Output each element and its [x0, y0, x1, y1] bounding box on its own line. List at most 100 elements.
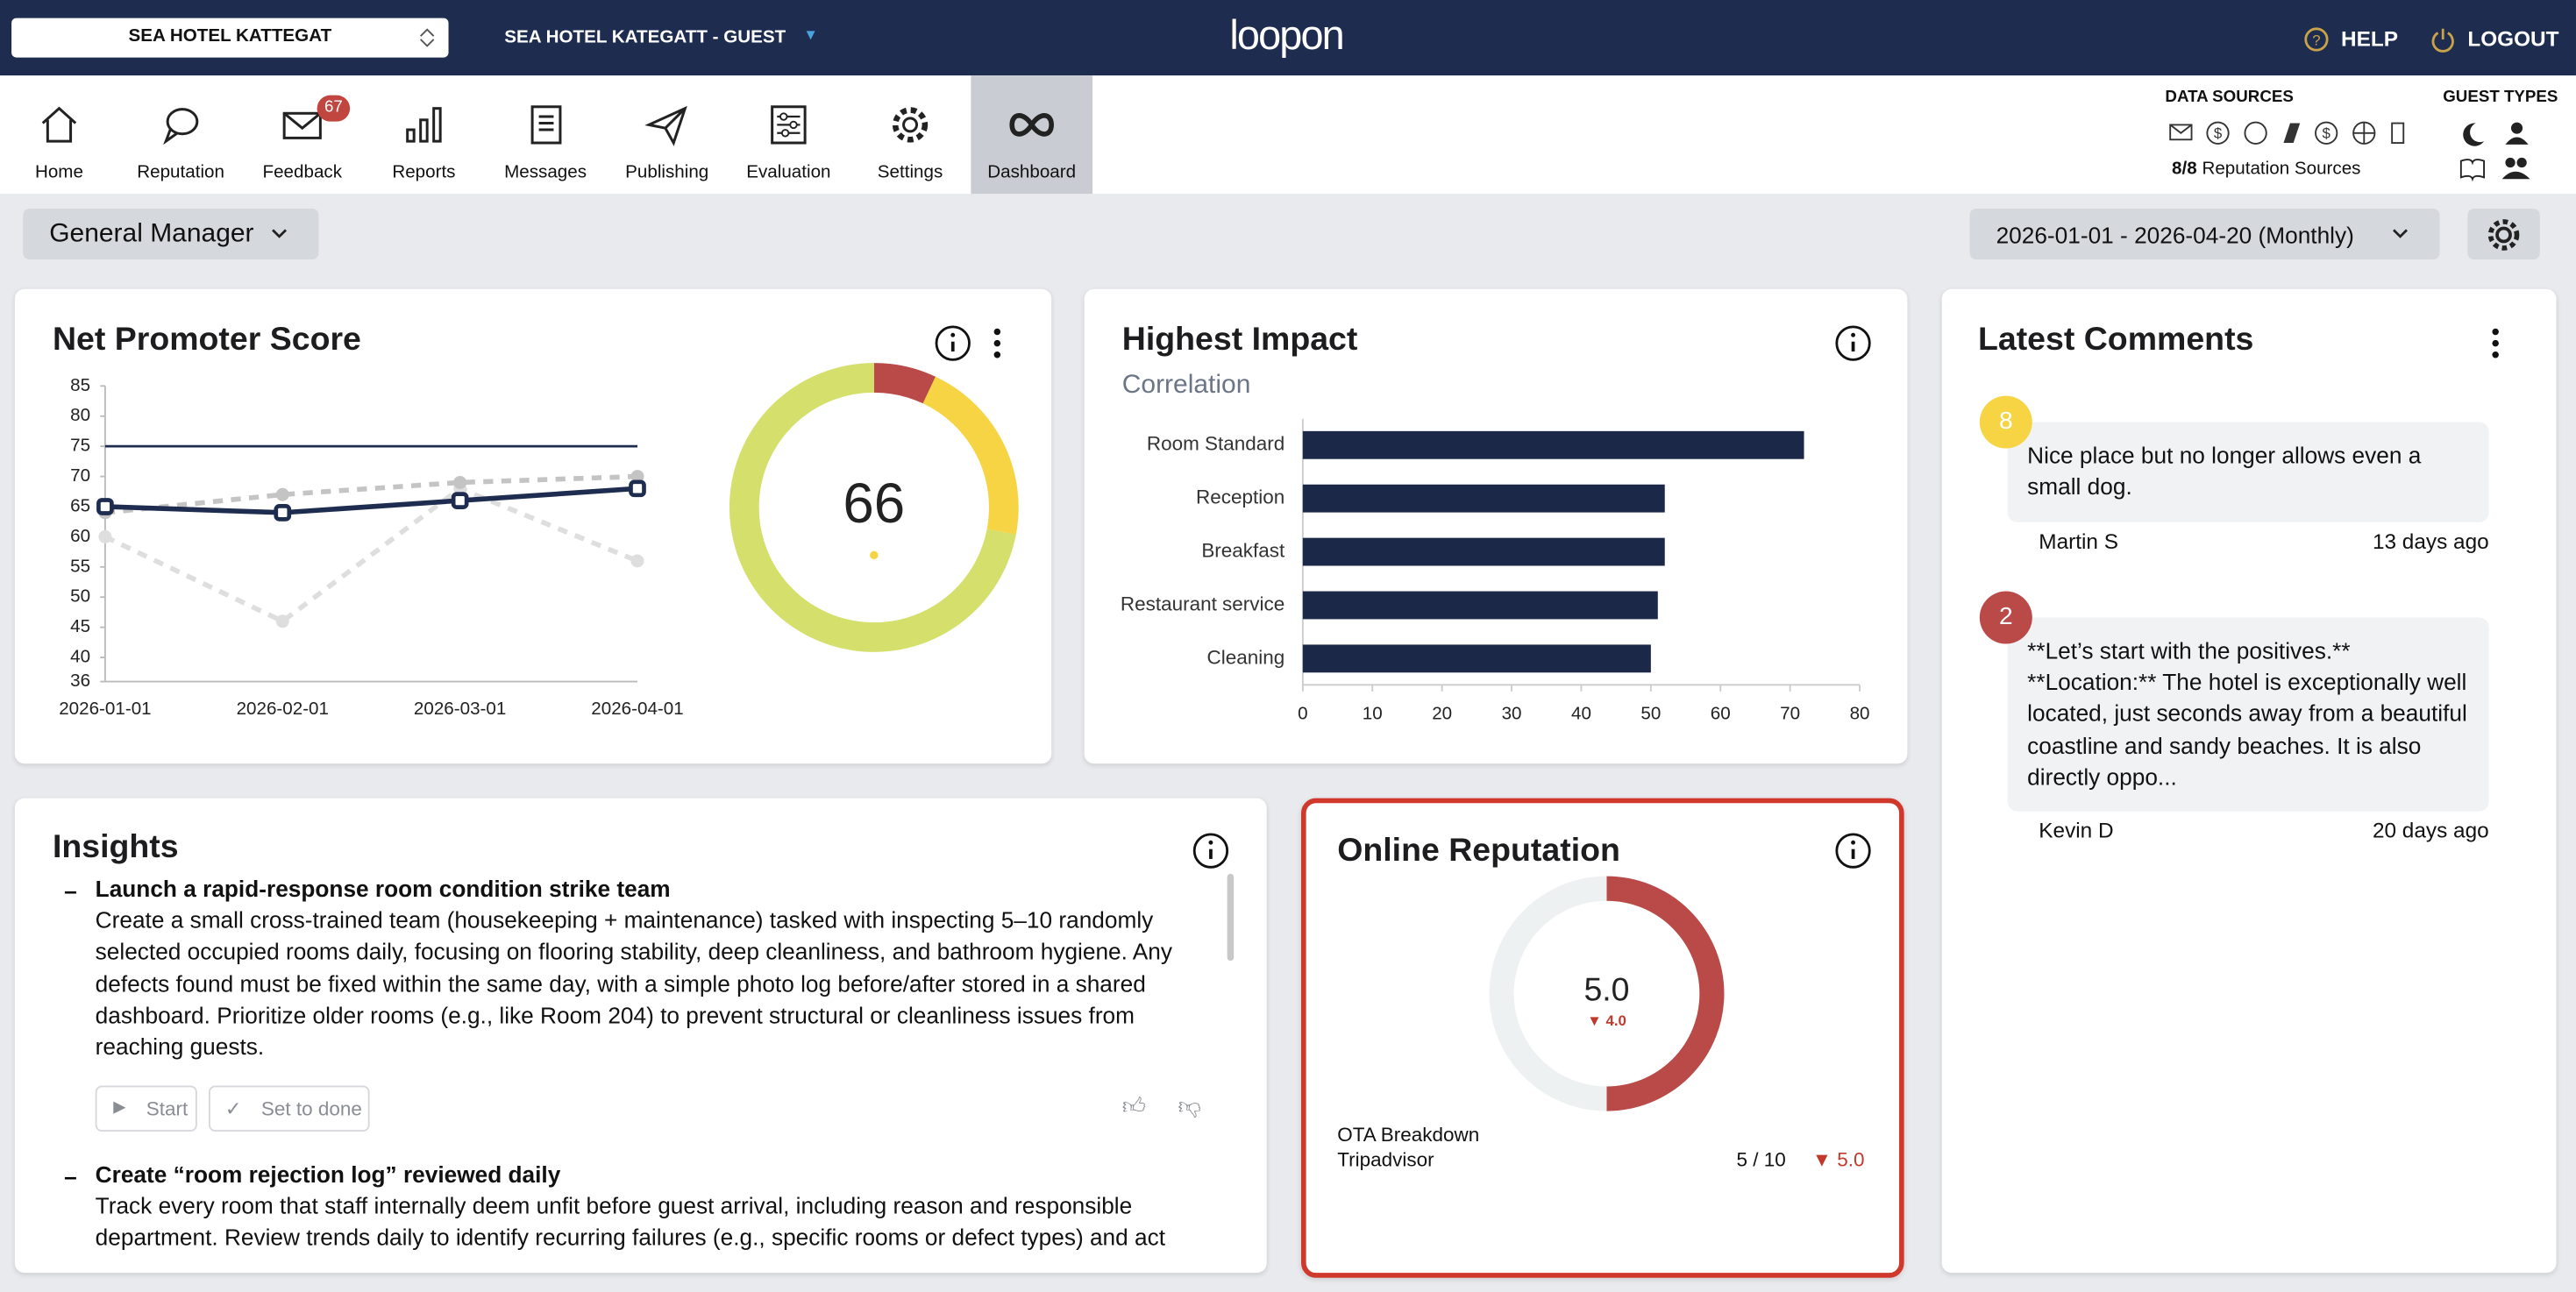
nav-label: Reputation	[137, 162, 224, 182]
nav-icon	[771, 105, 807, 145]
comment-text: Nice place but no longer allows even a s…	[2027, 442, 2422, 500]
nav-icon	[406, 107, 442, 143]
breakdown-title: OTA Breakdown	[1337, 1123, 1480, 1146]
gear-icon	[2487, 219, 2520, 251]
nav-item[interactable]: Settings	[850, 75, 971, 194]
insight-text: Track every room that staff internally d…	[95, 1192, 1166, 1251]
select-arrows	[420, 28, 435, 47]
account-dropdown[interactable]: ▼	[803, 25, 818, 43]
score-badge: 2	[1979, 591, 2032, 644]
insight-title: Create “room rejection log” reviewed dai…	[95, 1161, 561, 1188]
card-subtitle: Correlation	[1121, 371, 1251, 400]
insight-title: Launch a rapid-response room condition s…	[95, 875, 671, 902]
period-label: 2026-01-01 - 2026-04-20 (Monthly)	[1996, 221, 2354, 248]
nav-badge: 67	[317, 95, 351, 122]
bullet: –	[64, 877, 77, 904]
help-icon: ?	[2304, 27, 2329, 52]
nav-label: Feedback	[262, 162, 343, 182]
thumb-up[interactable]: 👍︎	[1121, 1092, 1147, 1119]
top-bar: SEA HOTEL KATTEGAT SEA HOTEL KATEGATT - …	[0, 0, 2576, 76]
card-title: Insights	[52, 829, 179, 866]
logout-icon	[2431, 28, 2454, 53]
logout-link[interactable]: LOGOUT	[2467, 25, 2559, 52]
guest-type-icons	[2459, 122, 2530, 182]
nav-label: Publishing	[625, 162, 709, 182]
source-change: ▼ 5.0	[1811, 1147, 1865, 1171]
score-badge: 8	[1979, 395, 2032, 449]
account-name[interactable]: SEA HOTEL KATEGATT - GUEST	[504, 27, 786, 48]
nav-item[interactable]: Evaluation	[728, 75, 850, 194]
period-select[interactable]: 2026-01-01 - 2026-04-20 (Monthly)	[1969, 208, 2440, 260]
nav-item[interactable]: Publishing	[606, 75, 728, 194]
done-button[interactable]: ✓ Set to done	[208, 1085, 370, 1132]
play-icon: ▶	[113, 1098, 126, 1118]
insights-card: Insights – Launch a rapid-response room c…	[14, 798, 1267, 1274]
comment-author: Martin S	[2039, 529, 2118, 554]
nav-icon	[892, 107, 929, 143]
role-select[interactable]: General Manager	[23, 208, 319, 260]
nav-icon	[530, 105, 562, 145]
nav-label: Dashboard	[987, 162, 1077, 182]
svg-text:$: $	[2214, 124, 2223, 141]
nav-icon	[644, 105, 687, 146]
check-icon: ✓	[224, 1097, 242, 1120]
nav-bar: DATA SOURCES $ $ 8/8 Reputation Sources …	[0, 75, 2576, 195]
source-icons: $ $	[2169, 121, 2405, 145]
scrollbar[interactable]	[1227, 873, 1235, 962]
settings-button[interactable]	[2467, 208, 2540, 260]
nps-card: Net Promoter Score	[14, 288, 1052, 764]
nav-item[interactable]: Reputation	[120, 75, 242, 194]
nav-item[interactable]: Messages	[485, 75, 607, 194]
comment-age: 20 days ago	[2372, 818, 2489, 843]
comment-bubble	[2007, 422, 2489, 522]
card-title: Latest Comments	[1977, 322, 2254, 358]
nav-label: Messages	[504, 162, 587, 182]
comment-text: **Let’s start with the positives.** **Lo…	[2027, 637, 2467, 790]
svg-text:$: $	[2322, 124, 2330, 141]
property-select[interactable]: SEA HOTEL KATTEGAT	[11, 18, 449, 58]
source-count-label: Reputation Sources	[2202, 159, 2361, 180]
thumb-down[interactable]: 👎︎	[1178, 1092, 1202, 1119]
nav-label: Reports	[392, 162, 456, 182]
nav-icon	[1009, 113, 1054, 137]
source-name: Tripadvisor	[1337, 1147, 1434, 1171]
comment-age: 13 days ago	[2372, 529, 2489, 554]
reputation-card: Online Reputation OTA Breakdown Tripadvi…	[1300, 798, 1904, 1278]
source-score: 5 / 10	[1736, 1147, 1786, 1171]
property-name: SEA HOTEL KATTEGAT	[128, 25, 332, 46]
card-title: Highest Impact	[1121, 322, 1358, 358]
logo[interactable]: loopon	[1229, 12, 1344, 60]
nav-item[interactable]: Reports	[363, 75, 485, 194]
nav-label: Home	[34, 162, 83, 182]
done-label: Set to done	[260, 1097, 362, 1120]
start-button[interactable]: ▶ Start	[95, 1085, 197, 1132]
nav-item[interactable]: Home	[0, 75, 120, 194]
nav-icon	[282, 111, 322, 139]
svg-text:?: ?	[2312, 32, 2320, 49]
nav-icon	[41, 106, 77, 143]
insight-text: Create a small cross-trained team (house…	[95, 906, 1172, 1060]
role-label: General Manager	[49, 220, 254, 248]
guest-types-title: GUEST TYPES	[2443, 89, 2558, 107]
start-label: Start	[146, 1097, 189, 1120]
source-count-value: 8/8	[2172, 159, 2197, 180]
bullet: –	[64, 1162, 77, 1189]
nav-label: Evaluation	[746, 162, 831, 182]
card-title: Net Promoter Score	[52, 322, 361, 358]
data-sources-title: DATA SOURCES	[2165, 89, 2294, 107]
nav-icon	[163, 108, 199, 146]
chevron	[272, 229, 288, 238]
nav-label: Settings	[877, 162, 943, 182]
comment-author: Kevin D	[2039, 818, 2114, 843]
nav-item[interactable]: Dashboard	[971, 75, 1093, 195]
chevron	[2393, 229, 2408, 238]
source-count: 8/8 Reputation Sources	[2172, 160, 2360, 179]
comments-card: Latest Comments Nice place but no longer…	[1941, 288, 2557, 1274]
impact-card: Highest Impact Correlation	[1084, 288, 1908, 764]
comment-bubble	[2007, 617, 2489, 812]
nav-item[interactable]: Feedback 67	[241, 75, 363, 194]
help-link[interactable]: HELP	[2341, 25, 2399, 52]
card-title: Online Reputation	[1337, 832, 1620, 870]
